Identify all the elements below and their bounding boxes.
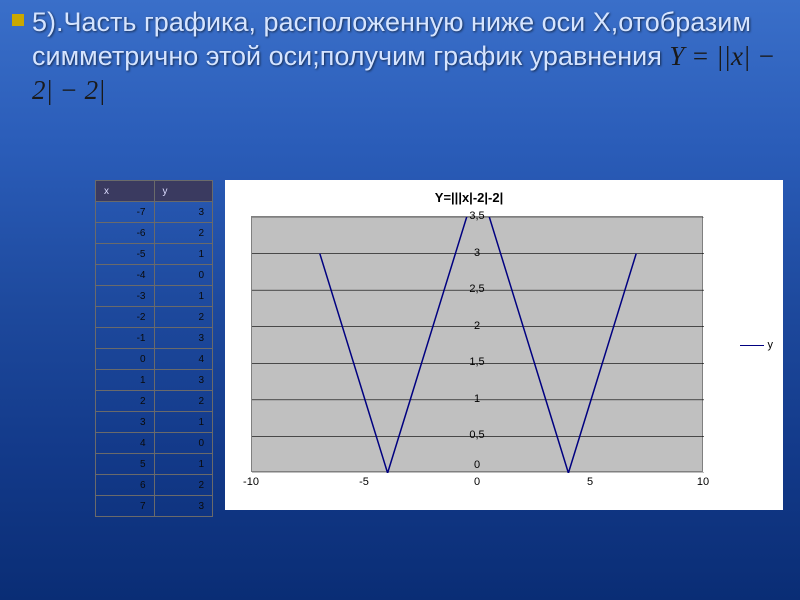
table-row: 40 [96, 433, 213, 454]
table-cell: 1 [154, 244, 213, 265]
table-row: 73 [96, 496, 213, 517]
col-header-y: y [154, 181, 213, 202]
table-cell: 1 [96, 370, 155, 391]
table-cell: 0 [154, 433, 213, 454]
table-cell: 1 [154, 286, 213, 307]
table-cell: -2 [96, 307, 155, 328]
chart-panel: Y=|||x|-2|-2| y 0,5 1 1,5 2 2,5 3 3,5 0 -10 -5 0 5 1… [225, 180, 783, 510]
table-row: 62 [96, 475, 213, 496]
table-cell: 3 [154, 496, 213, 517]
table-header-row: x y [96, 181, 213, 202]
table-cell: -1 [96, 328, 155, 349]
table-cell: 1 [154, 454, 213, 475]
legend-swatch [740, 345, 764, 346]
table-row: -13 [96, 328, 213, 349]
table-cell: 4 [154, 349, 213, 370]
table-row: 22 [96, 391, 213, 412]
table-cell: 3 [154, 202, 213, 223]
table-cell: 5 [96, 454, 155, 475]
y-tick-label: 2,5 [469, 283, 484, 295]
legend-label: y [768, 339, 774, 351]
table-cell: 2 [154, 391, 213, 412]
table-row: 51 [96, 454, 213, 475]
table-cell: 0 [154, 265, 213, 286]
y-tick-label: 0,5 [469, 429, 484, 441]
content-row: x y -73-62-51-40-31-22-13041322314051627… [95, 180, 783, 517]
table-row: -73 [96, 202, 213, 223]
table-cell: 7 [96, 496, 155, 517]
table-row: -22 [96, 307, 213, 328]
x-tick-label: -10 [243, 476, 259, 488]
y-tick-label: 3 [474, 247, 480, 259]
table-cell: 2 [154, 223, 213, 244]
table-cell: 2 [154, 475, 213, 496]
x-tick-label: 0 [474, 476, 480, 488]
table-cell: 3 [154, 370, 213, 391]
table-cell: 2 [154, 307, 213, 328]
y-tick-label: 1,5 [469, 356, 484, 368]
table-row: -40 [96, 265, 213, 286]
legend: y [740, 339, 774, 351]
table-cell: -6 [96, 223, 155, 244]
y-tick-label: 3,5 [469, 210, 484, 222]
table-row: 04 [96, 349, 213, 370]
x-tick-label: 10 [697, 476, 709, 488]
table-row: -51 [96, 244, 213, 265]
x-tick-label: 5 [587, 476, 593, 488]
y-tick-label: 2 [474, 320, 480, 332]
table-row: -31 [96, 286, 213, 307]
y-tick-label: 0 [474, 459, 480, 471]
table-cell: -5 [96, 244, 155, 265]
heading-text: 5).Часть графика, расположенную ниже оси… [32, 7, 751, 71]
table-cell: -3 [96, 286, 155, 307]
heading: 5).Часть графика, расположенную ниже оси… [32, 6, 790, 107]
x-tick-label: -5 [359, 476, 369, 488]
table-cell: 1 [154, 412, 213, 433]
chart-title: Y=|||x|-2|-2| [225, 190, 713, 205]
table-cell: 3 [96, 412, 155, 433]
table-cell: 0 [96, 349, 155, 370]
table-cell: 3 [154, 328, 213, 349]
y-tick-label: 1 [474, 393, 480, 405]
table-cell: 6 [96, 475, 155, 496]
table-row: -62 [96, 223, 213, 244]
table-row: 13 [96, 370, 213, 391]
bullet-marker [12, 14, 24, 26]
data-table: x y -73-62-51-40-31-22-13041322314051627… [95, 180, 213, 517]
table-cell: 2 [96, 391, 155, 412]
table-cell: 4 [96, 433, 155, 454]
table-row: 31 [96, 412, 213, 433]
table-cell: -4 [96, 265, 155, 286]
col-header-x: x [96, 181, 155, 202]
table-cell: -7 [96, 202, 155, 223]
